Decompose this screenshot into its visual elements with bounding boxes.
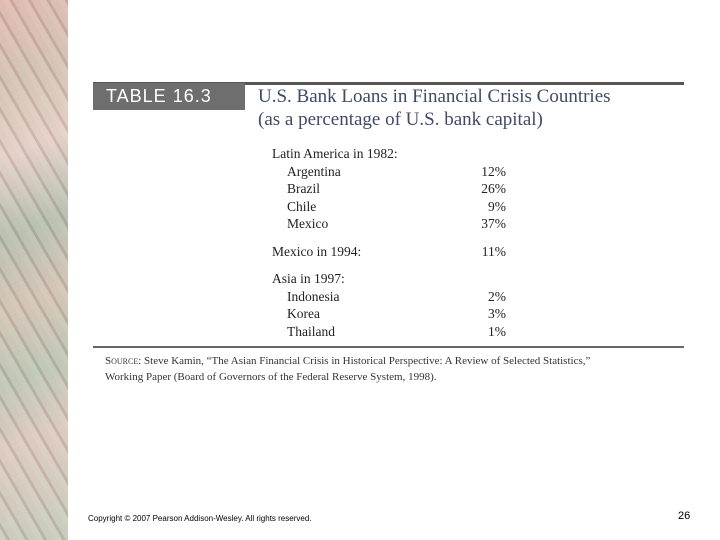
top-rule [93,82,684,85]
row-value: 9% [488,198,506,214]
source-line: Source: Steve Kamin, “The Asian Financia… [105,355,590,367]
source-line: Working Paper (Board of Governors of the… [105,371,437,383]
group-label: Asia in 1997: [272,271,345,286]
page-number: 26 [678,510,691,522]
source-text: Steve Kamin, “The Asian Financial Crisis… [144,355,591,367]
row-value: 12% [481,163,506,179]
row-label: Korea [287,306,320,321]
row-label: Argentina [287,163,341,179]
decorative-strip [0,0,68,540]
decorative-texture [0,0,68,540]
row-label: Chile [287,198,317,214]
table-title: (as a percentage of U.S. bank capital) [258,109,543,130]
row-value: 26% [481,181,506,196]
row-value: 1% [488,323,506,339]
group-label: Mexico in 1994: [272,243,362,259]
row-value: 2% [488,288,506,304]
source-label: Source: [105,355,142,367]
copyright: Copyright © 2007 Pearson Addison-Wesley.… [88,514,312,523]
table-title: U.S. Bank Loans in Financial Crisis Coun… [258,86,611,107]
row-label: Indonesia [287,288,340,304]
row-value: 37% [481,216,506,231]
bottom-rule [93,346,684,348]
row-label: Brazil [287,181,320,196]
table-label: TABLE 16.3 [106,86,212,106]
label-box [93,83,245,110]
group-label: Latin America in 1982: [272,146,398,161]
group-value: 11% [481,243,506,259]
row-value: 3% [488,306,506,321]
row-label: Mexico [287,216,329,231]
row-label: Thailand [287,323,335,339]
